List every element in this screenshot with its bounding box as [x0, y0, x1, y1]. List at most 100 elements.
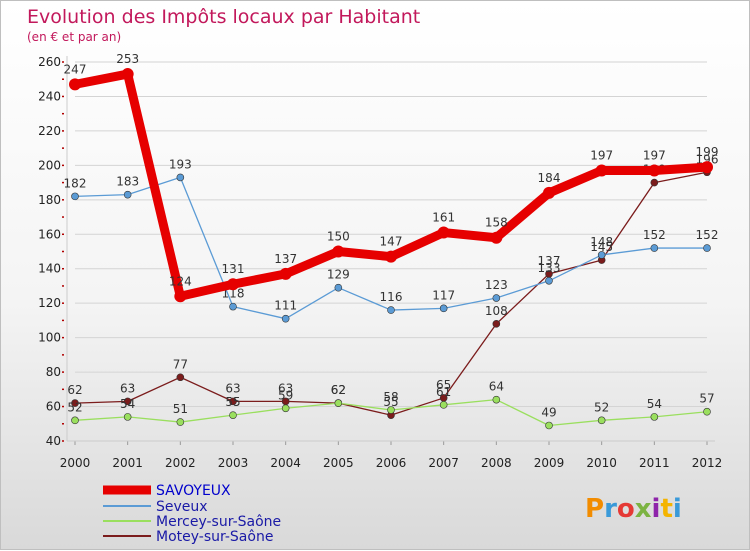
x-tick-label: 2002	[165, 456, 196, 470]
logo-letter: x	[635, 494, 652, 524]
data-point	[71, 416, 79, 425]
grid	[75, 61, 707, 442]
data-label: 182	[64, 176, 87, 190]
data-label: 65	[436, 378, 451, 392]
data-label: 129	[327, 268, 350, 282]
chart-subtitle: (en € et par an)	[27, 30, 121, 44]
y-tick-label: 140	[38, 262, 61, 276]
data-point	[71, 399, 79, 407]
data-point	[437, 226, 450, 239]
data-point	[439, 401, 448, 409]
data-point	[176, 418, 185, 426]
y-tick-label: 40	[46, 434, 61, 448]
data-label: 54	[120, 397, 135, 411]
data-label: 150	[327, 230, 350, 244]
axes: 40 60 80 100 120 140 160 180 200 220 240 260 2000 200…	[38, 55, 722, 470]
data-label: 59	[278, 388, 293, 402]
chart-title: Evolution des Impôts locaux par Habitant	[27, 6, 420, 28]
x-tick-label: 2009	[534, 456, 565, 470]
data-point	[492, 294, 501, 302]
series-savoyeux: 247 253 124 131 137 150 147 161 158 184 197 197 199	[64, 52, 719, 303]
data-label: 58	[383, 390, 398, 404]
data-point	[123, 190, 132, 199]
logo-letter: i	[652, 494, 661, 524]
data-point	[595, 164, 608, 177]
data-label: 124	[169, 274, 192, 288]
series-group: 6263776363625565108137145190196525451555…	[64, 52, 719, 430]
data-label: 152	[643, 228, 666, 242]
data-label: 196	[696, 152, 719, 166]
data-point	[123, 413, 132, 421]
x-tick-label: 2012	[692, 456, 723, 470]
x-tick-label: 2005	[323, 456, 354, 470]
data-point	[703, 244, 711, 252]
data-point	[227, 278, 239, 291]
data-label: 184	[538, 171, 561, 185]
series-mercey-sur-sa-ne: 52 54 51 55 59 62 58 61 64 49 52 54 57	[67, 380, 715, 430]
data-point	[597, 251, 606, 259]
legend-label: Mercey-sur-Saône	[156, 514, 281, 530]
data-point	[69, 78, 81, 91]
data-point	[597, 416, 606, 425]
data-label: 199	[696, 145, 719, 159]
data-point	[281, 314, 290, 323]
data-label: 111	[274, 299, 297, 313]
data-point	[71, 192, 79, 201]
data-point	[229, 411, 237, 419]
y-tick-label: 120	[38, 296, 61, 310]
data-point	[648, 164, 661, 177]
logo-letter: i	[673, 494, 682, 524]
data-point	[650, 413, 659, 421]
data-point	[439, 304, 448, 313]
data-label: 51	[173, 402, 188, 416]
legend-label: SAVOYEUX	[156, 483, 231, 499]
data-label: 158	[485, 216, 508, 230]
data-label: 131	[222, 262, 245, 276]
y-tick-label: 240	[38, 89, 61, 103]
y-tick-label: 100	[38, 331, 61, 345]
data-label: 54	[647, 397, 662, 411]
data-label: 52	[67, 400, 82, 414]
data-point	[229, 302, 237, 311]
data-label: 247	[64, 62, 87, 76]
data-label: 63	[278, 381, 293, 395]
data-point	[176, 373, 185, 382]
data-point	[123, 397, 132, 406]
data-point	[490, 231, 503, 244]
x-tick-label: 2003	[218, 456, 249, 470]
data-point	[492, 395, 501, 404]
data-label: 63	[120, 381, 135, 395]
x-tick-label: 2008	[481, 456, 512, 470]
y-tick-label: 200	[38, 158, 61, 172]
data-point	[545, 421, 553, 430]
data-label: 57	[699, 392, 714, 406]
x-tick-label: 2000	[60, 456, 91, 470]
y-tick-label: 80	[46, 365, 61, 379]
data-label: 161	[432, 211, 455, 225]
data-label: 145	[590, 240, 613, 254]
data-label: 123	[485, 278, 508, 292]
legend: SAVOYEUXSeveuxMercey-sur-SaôneMotey-sur-…	[103, 483, 281, 545]
x-tick-label: 2010	[586, 456, 617, 470]
data-label: 148	[590, 235, 613, 249]
data-point	[701, 161, 713, 174]
data-point	[281, 404, 290, 413]
data-point	[543, 186, 555, 199]
x-tick-label: 2007	[428, 456, 459, 470]
data-label: 183	[116, 175, 139, 189]
y-tick-label: 260	[38, 55, 61, 69]
data-label: 62	[331, 383, 346, 397]
data-label: 253	[116, 52, 139, 66]
data-point	[545, 276, 553, 285]
data-point	[334, 399, 343, 407]
data-label: 63	[225, 381, 240, 395]
data-point	[334, 283, 343, 292]
data-label: 193	[169, 157, 192, 171]
data-label: 117	[432, 288, 455, 302]
y-tick-label: 220	[38, 124, 61, 138]
logo-letter: o	[617, 494, 635, 524]
data-label: 116	[380, 290, 403, 304]
